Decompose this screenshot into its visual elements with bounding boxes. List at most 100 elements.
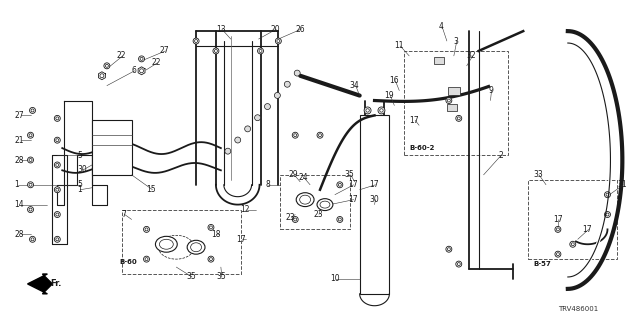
Text: B-57: B-57 (533, 261, 551, 267)
Circle shape (28, 182, 33, 188)
Circle shape (29, 236, 35, 242)
Text: 30: 30 (77, 165, 87, 174)
Text: 1: 1 (77, 185, 82, 194)
Text: 9: 9 (488, 86, 493, 95)
Text: 28: 28 (15, 230, 24, 239)
Circle shape (294, 134, 297, 137)
Circle shape (570, 241, 576, 247)
Text: 31: 31 (618, 180, 627, 189)
Circle shape (264, 104, 271, 109)
Text: 33: 33 (533, 170, 543, 180)
Text: 8: 8 (266, 180, 270, 189)
Text: 6: 6 (132, 66, 136, 75)
Circle shape (284, 81, 291, 87)
Text: B-60: B-60 (120, 259, 138, 265)
Text: 17: 17 (582, 225, 593, 234)
Text: 22: 22 (116, 52, 126, 60)
Circle shape (447, 248, 451, 251)
Text: 17: 17 (369, 180, 379, 189)
Text: B-60-2: B-60-2 (409, 145, 435, 151)
Circle shape (446, 98, 452, 103)
Text: 30: 30 (369, 195, 380, 204)
Bar (448, 87, 460, 95)
Circle shape (28, 157, 33, 163)
Circle shape (208, 224, 214, 230)
Circle shape (378, 107, 385, 114)
FancyBboxPatch shape (280, 175, 349, 229)
Circle shape (366, 109, 369, 112)
Circle shape (446, 246, 452, 252)
Circle shape (317, 132, 323, 138)
Text: 21: 21 (15, 136, 24, 145)
Text: 10: 10 (330, 275, 340, 284)
Text: 12: 12 (241, 205, 250, 214)
Circle shape (54, 162, 60, 168)
Circle shape (294, 70, 300, 76)
Circle shape (29, 158, 32, 162)
Circle shape (606, 193, 609, 196)
Circle shape (364, 107, 371, 114)
Text: 23: 23 (285, 213, 295, 222)
Circle shape (572, 243, 574, 246)
Circle shape (195, 40, 198, 43)
Polygon shape (99, 72, 106, 80)
FancyBboxPatch shape (122, 210, 241, 274)
Circle shape (56, 164, 59, 166)
Circle shape (29, 183, 32, 186)
Circle shape (209, 258, 212, 260)
Circle shape (208, 256, 214, 262)
Circle shape (292, 217, 298, 222)
Ellipse shape (300, 195, 310, 204)
Text: 19: 19 (385, 91, 394, 100)
Circle shape (54, 116, 60, 121)
Circle shape (140, 69, 143, 73)
Text: 27: 27 (159, 46, 169, 55)
Text: 26: 26 (295, 25, 305, 34)
Circle shape (447, 99, 451, 102)
Circle shape (145, 258, 148, 260)
Text: TRV486001: TRV486001 (558, 306, 598, 312)
Polygon shape (28, 274, 52, 294)
Text: 13: 13 (216, 25, 225, 34)
Circle shape (28, 132, 33, 138)
Circle shape (456, 261, 461, 267)
Circle shape (244, 126, 251, 132)
Text: 35: 35 (186, 272, 196, 282)
Text: 2: 2 (499, 150, 503, 160)
Ellipse shape (187, 240, 205, 254)
Bar (447, 104, 457, 111)
Text: 35: 35 (345, 170, 355, 180)
Text: 5: 5 (77, 180, 82, 189)
Text: 17: 17 (236, 235, 245, 244)
Circle shape (29, 208, 32, 211)
Text: 14: 14 (15, 200, 24, 209)
Text: Fr.: Fr. (51, 279, 61, 288)
Text: 28: 28 (15, 156, 24, 164)
Ellipse shape (296, 193, 314, 207)
Ellipse shape (191, 243, 202, 252)
Circle shape (458, 117, 460, 120)
Circle shape (54, 137, 60, 143)
Circle shape (28, 207, 33, 212)
Circle shape (555, 227, 561, 232)
Circle shape (100, 74, 104, 78)
Circle shape (143, 256, 150, 262)
Circle shape (319, 134, 321, 137)
Text: 23: 23 (313, 210, 323, 219)
Circle shape (193, 38, 199, 44)
Circle shape (143, 227, 150, 232)
FancyBboxPatch shape (528, 180, 618, 259)
Circle shape (31, 109, 34, 112)
Text: 22: 22 (152, 58, 161, 67)
Circle shape (54, 236, 60, 242)
Circle shape (294, 218, 297, 221)
Circle shape (339, 183, 341, 186)
Text: 24: 24 (298, 173, 308, 182)
Polygon shape (138, 67, 145, 75)
Circle shape (337, 217, 343, 222)
Bar (360, 116, 389, 294)
Circle shape (56, 238, 59, 241)
Text: 34: 34 (349, 81, 360, 90)
Text: 17: 17 (348, 180, 357, 189)
Text: 5: 5 (77, 150, 82, 160)
